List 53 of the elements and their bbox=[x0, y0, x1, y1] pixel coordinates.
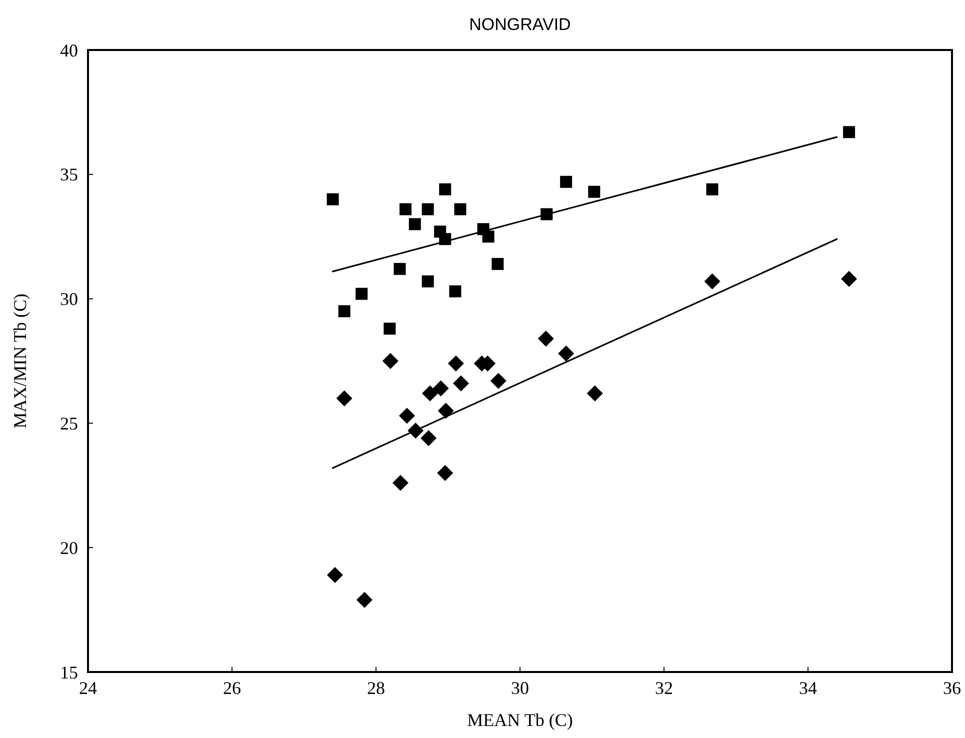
x-tick-label: 32 bbox=[655, 678, 673, 698]
point bbox=[706, 183, 718, 196]
point bbox=[336, 390, 352, 406]
point bbox=[420, 430, 437, 446]
point bbox=[538, 330, 554, 347]
point bbox=[841, 270, 858, 287]
y-tick-label: 20 bbox=[60, 538, 78, 558]
point bbox=[422, 203, 434, 216]
point bbox=[560, 176, 572, 188]
point bbox=[384, 322, 396, 335]
x-tick-label: 34 bbox=[799, 678, 817, 698]
point bbox=[326, 566, 343, 583]
point bbox=[356, 592, 372, 608]
point bbox=[394, 262, 406, 275]
point bbox=[438, 402, 454, 419]
point bbox=[452, 375, 469, 392]
point bbox=[448, 355, 464, 372]
x-tick-label: 36 bbox=[943, 678, 961, 698]
chart-title: NONGRAVID bbox=[469, 15, 571, 34]
x-tick-label: 24 bbox=[79, 678, 97, 698]
point bbox=[422, 385, 438, 402]
point bbox=[398, 408, 415, 424]
y-tick-label: 40 bbox=[60, 40, 78, 60]
point bbox=[843, 126, 856, 138]
point bbox=[400, 203, 412, 216]
point bbox=[338, 305, 350, 318]
x-tick-label: 28 bbox=[367, 678, 385, 698]
point bbox=[356, 288, 368, 300]
point bbox=[382, 353, 398, 369]
y-tick-label: 35 bbox=[60, 164, 78, 185]
point bbox=[392, 474, 408, 491]
point bbox=[588, 186, 600, 198]
point bbox=[439, 183, 452, 196]
point bbox=[492, 258, 504, 270]
x-tick-label: 30 bbox=[511, 678, 529, 698]
y-tick-label: 30 bbox=[60, 289, 78, 310]
point bbox=[326, 193, 339, 206]
y-tick-label: 15 bbox=[60, 662, 78, 682]
point bbox=[558, 346, 574, 362]
point bbox=[422, 275, 434, 288]
y-axis-title: MAX/MIN Tb (C) bbox=[10, 294, 30, 428]
point bbox=[454, 203, 466, 216]
point bbox=[704, 273, 720, 290]
point bbox=[586, 385, 603, 402]
point bbox=[437, 464, 454, 481]
point bbox=[449, 285, 462, 298]
point bbox=[432, 380, 449, 396]
point bbox=[482, 230, 494, 243]
point bbox=[408, 218, 421, 230]
y-tick-label: 25 bbox=[60, 414, 78, 434]
x-axis-title: MEAN Tb (C) bbox=[467, 710, 573, 730]
x-tick-label: 26 bbox=[223, 678, 241, 698]
point bbox=[490, 372, 506, 389]
